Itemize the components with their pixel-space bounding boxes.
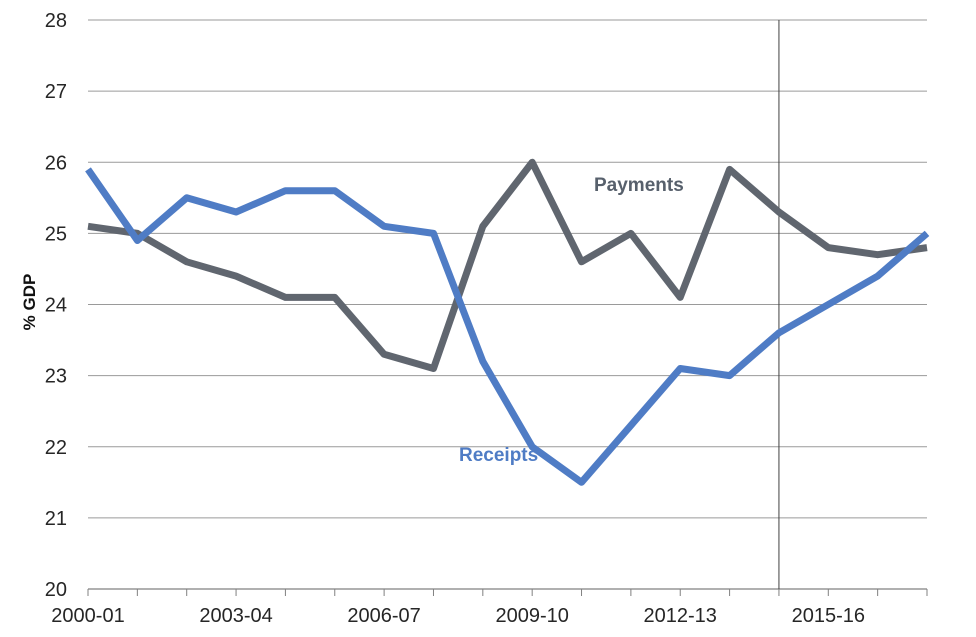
x-tick-label: 2012-13 [644, 605, 717, 627]
y-axis-title: % GDP [20, 273, 39, 331]
payments-line [87, 158, 928, 372]
y-tick-label: 24 [45, 295, 67, 317]
x-tick-label: 2006-07 [347, 605, 420, 627]
y-tick-label: 21 [45, 508, 67, 530]
y-tick-label: 23 [45, 366, 67, 388]
y-tick-label: 27 [45, 81, 67, 103]
x-tick-label: 2000-01 [51, 605, 124, 627]
y-tick-label: 22 [45, 437, 67, 459]
receipts-line [85, 167, 930, 486]
x-tick-label: 2003-04 [199, 605, 272, 627]
y-tick-label: 26 [45, 152, 67, 174]
y-tick-label: 20 [45, 579, 67, 601]
series-label-payments: Payments [594, 175, 684, 196]
y-tick-label: 28 [45, 10, 67, 32]
x-tick-label: 2009-10 [495, 605, 568, 627]
x-tick-label: 2015-16 [792, 605, 865, 627]
y-tick-label: 25 [45, 223, 67, 245]
series-label-receipts: Receipts [459, 445, 539, 466]
